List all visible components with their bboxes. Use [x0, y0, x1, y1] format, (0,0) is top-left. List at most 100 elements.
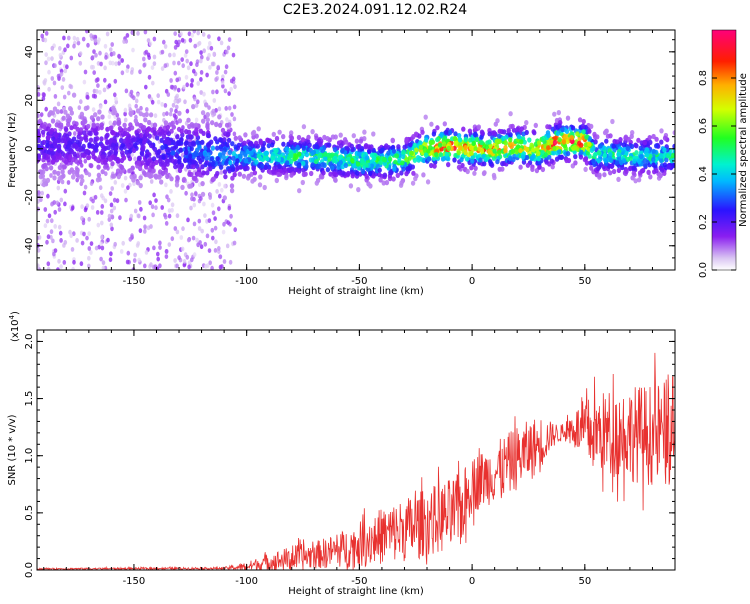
heatmap-cell: [51, 238, 55, 244]
heatmap-cell: [297, 151, 302, 157]
heatmap-cell: [163, 139, 168, 145]
heatmap-cell: [179, 235, 184, 240]
x-tick-label: -50: [351, 276, 367, 287]
heatmap-cell: [61, 173, 66, 179]
colorbar-tick-label: 0.0: [698, 262, 709, 278]
heatmap-cell: [214, 239, 218, 245]
heatmap-cell: [132, 258, 137, 263]
heatmap-cell: [80, 178, 85, 184]
heatmap-cell: [143, 30, 148, 35]
heatmap-cell: [110, 42, 114, 47]
heatmap-cell: [152, 36, 157, 42]
heatmap-cell: [310, 129, 315, 135]
heatmap-cell: [212, 98, 217, 103]
heatmap-cell: [63, 109, 68, 115]
heatmap-cell: [199, 58, 203, 64]
heatmap-cell: [81, 130, 87, 136]
heatmap-cell: [145, 127, 151, 133]
heatmap-cell: [175, 134, 180, 140]
heatmap-cell: [587, 136, 592, 142]
heatmap-cell: [81, 143, 86, 149]
heatmap-cell: [150, 204, 155, 210]
heatmap-cell: [429, 121, 434, 127]
heatmap-cell: [65, 113, 71, 119]
heatmap-cell: [95, 157, 101, 163]
heatmap-cell: [37, 263, 40, 269]
heatmap-cell: [446, 162, 451, 168]
heatmap-cell: [164, 249, 169, 254]
heatmap-cell: [221, 83, 225, 89]
heatmap-cell: [126, 185, 130, 191]
heatmap-cell: [170, 202, 175, 208]
heatmap-cell: [100, 143, 105, 149]
heatmap-cell: [43, 223, 48, 229]
heatmap-cell: [212, 51, 216, 57]
heatmap-cell: [243, 152, 248, 158]
heatmap-cell: [482, 170, 487, 176]
y-axis-label: SNR (10 * v/v): [7, 414, 18, 485]
heatmap-cell: [188, 37, 193, 43]
heatmap-cell: [133, 252, 137, 258]
heatmap-cell: [159, 179, 164, 185]
heatmap-cell: [472, 170, 477, 176]
heatmap-cell: [175, 77, 179, 83]
heatmap-cell: [154, 159, 159, 165]
heatmap-cell: [189, 171, 194, 178]
heatmap-cell: [87, 216, 91, 222]
heatmap-cell: [87, 246, 92, 251]
heatmap-cell: [224, 64, 229, 70]
heatmap-cell: [135, 133, 140, 139]
heatmap-cell: [98, 89, 102, 95]
heatmap-cell: [196, 81, 200, 86]
heatmap-cell: [59, 197, 64, 203]
heatmap-cell: [230, 141, 235, 147]
heatmap-cell: [147, 74, 152, 80]
heatmap-cell: [554, 117, 560, 124]
heatmap-cell: [83, 105, 89, 111]
heatmap-cell: [363, 144, 368, 150]
heatmap-cell: [458, 145, 463, 151]
heatmap-cell: [105, 31, 110, 37]
heatmap-cell: [552, 111, 557, 117]
heatmap-cell: [211, 210, 216, 216]
heatmap-cell: [115, 132, 120, 138]
heatmap-cell: [113, 241, 117, 247]
heatmap-cell: [237, 153, 243, 159]
heatmap-cell: [113, 92, 117, 98]
heatmap-cell: [609, 163, 615, 169]
heatmap-cell: [45, 177, 51, 183]
heatmap-cell: [524, 120, 529, 126]
heatmap-cell: [138, 69, 142, 75]
heatmap-cell: [58, 122, 64, 128]
heatmap-cell: [508, 111, 513, 117]
heatmap-cell: [227, 91, 231, 96]
heatmap-cell: [47, 86, 51, 92]
heatmap-cell: [180, 184, 185, 190]
heatmap-cell: [103, 65, 107, 71]
x-tick-label: 0: [469, 576, 475, 587]
heatmap-cell: [429, 162, 434, 169]
heatmap-cell: [145, 107, 149, 112]
heatmap-cell: [654, 136, 659, 142]
heatmap-cell: [190, 78, 194, 83]
heatmap-cell: [92, 128, 98, 134]
heatmap-cell: [193, 122, 199, 128]
heatmap-cell: [199, 244, 204, 250]
heatmap-cell: [119, 137, 124, 144]
heatmap-cell: [197, 144, 202, 150]
heatmap-cell: [563, 133, 568, 139]
heatmap-cell: [276, 156, 281, 163]
heatmap-cell: [87, 231, 91, 237]
heatmap-cell: [94, 52, 98, 58]
heatmap-cell: [536, 140, 542, 146]
heatmap-cell: [205, 72, 209, 78]
heatmap-cell: [382, 172, 388, 178]
heatmap-cell: [68, 83, 72, 89]
heatmap-cell: [76, 40, 81, 46]
heatmap-cell: [277, 129, 282, 135]
heatmap-cell: [460, 162, 465, 169]
heatmap-cell: [65, 64, 69, 70]
heatmap-cell: [57, 147, 62, 153]
heatmap-cell: [161, 133, 167, 139]
